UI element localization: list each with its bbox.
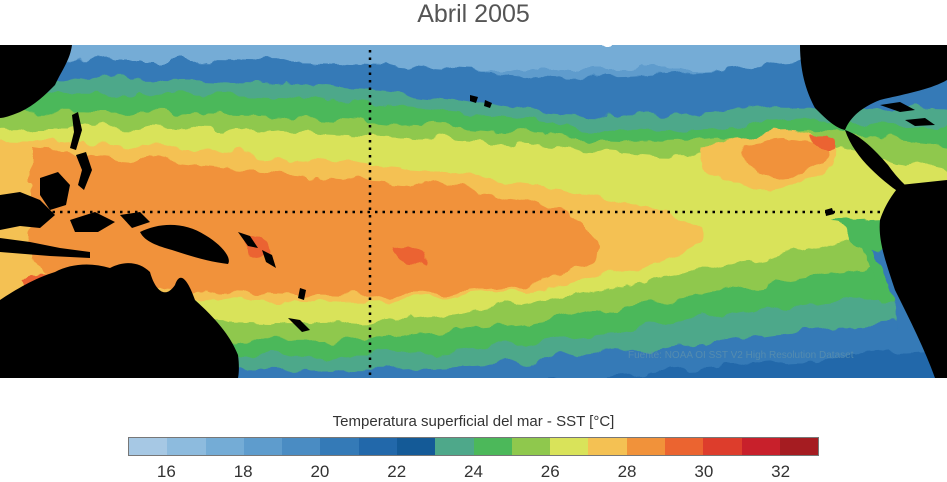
colorbar-tick-label: 28 (617, 462, 637, 481)
sst-field (0, 45, 947, 378)
colorbar-tick-label: 22 (387, 462, 407, 481)
colorbar-segment (129, 438, 168, 455)
colorbar-segment (358, 438, 397, 455)
colorbar-segment (205, 438, 244, 455)
colorbar-tick-label: 30 (694, 462, 714, 481)
colorbar-tick-label: 24 (464, 462, 483, 481)
colorbar-segment (703, 438, 742, 455)
colorbar-segment (550, 438, 589, 455)
colorbar-tick-label: 32 (771, 462, 791, 481)
colorbar-segment (473, 438, 512, 455)
map-title: Abril 2005 (417, 0, 530, 28)
land-masses (0, 45, 947, 378)
colorbar-segment (511, 438, 551, 455)
colorbar-segment (320, 438, 359, 455)
colorbar-segment (167, 438, 206, 455)
colorbar-segment (435, 438, 474, 455)
colorbar-tick-label: 26 (540, 462, 560, 481)
colorbar-tick-label: 18 (233, 462, 253, 481)
colorbar-segment (779, 438, 819, 455)
colorbar-segment (664, 438, 704, 455)
colorbar-tick-label: 16 (156, 462, 176, 481)
colorbar-segment (626, 438, 665, 455)
colorbar-segment (396, 438, 436, 455)
colorbar-segment (588, 438, 627, 455)
colorbar-segment (282, 438, 321, 455)
colorbar-caption: Temperatura superficial del mar - SST [°… (332, 413, 615, 430)
colorbar (128, 437, 819, 456)
colorbar-tick-label: 20 (310, 462, 330, 481)
data-credit: Fuente: NOAA OI SST V2 High Resolution D… (628, 350, 854, 361)
colorbar-segment (741, 438, 780, 455)
colorbar-segment (243, 438, 283, 455)
